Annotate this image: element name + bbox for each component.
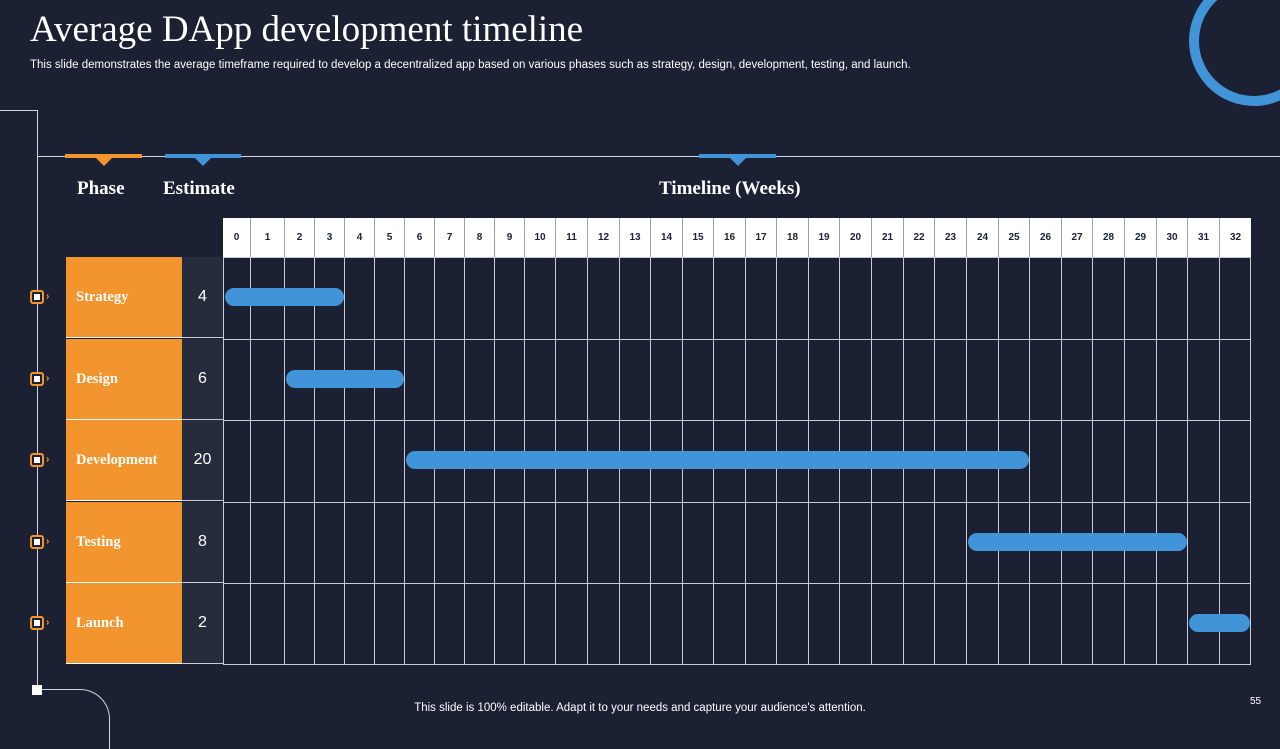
grid-row-line <box>224 502 1250 503</box>
grid-column-line <box>1124 258 1125 664</box>
week-label: 9 <box>494 218 524 257</box>
timeline-bar-launch <box>1189 614 1250 632</box>
estimate-tab-accent <box>165 154 241 166</box>
row-marker-icon <box>30 372 44 386</box>
chevron-right-icon: › <box>46 291 50 302</box>
row-marker-icon <box>30 453 44 467</box>
week-label: 10 <box>524 218 555 257</box>
grid-row-line <box>224 420 1250 421</box>
week-label: 21 <box>871 218 903 257</box>
week-label: 8 <box>464 218 494 257</box>
footer-note: This slide is 100% editable. Adapt it to… <box>414 702 866 714</box>
week-label: 16 <box>713 218 745 257</box>
week-label: 30 <box>1156 218 1187 257</box>
grid-column-line <box>284 258 285 664</box>
phase-label-testing: Testing <box>66 502 182 583</box>
week-label: 2 <box>284 218 314 257</box>
slide-title: Average DApp development timeline <box>30 9 584 50</box>
week-label: 22 <box>903 218 934 257</box>
chevron-right-icon: › <box>46 617 50 628</box>
estimate-value: 6 <box>182 339 223 420</box>
week-label: 11 <box>555 218 587 257</box>
estimate-value: 4 <box>182 257 223 338</box>
slide-subtitle: This slide demonstrates the average time… <box>30 59 911 71</box>
frame-curve <box>42 689 110 749</box>
grid-column-line <box>1219 258 1220 664</box>
week-label: 6 <box>404 218 434 257</box>
timeline-tab-accent <box>699 154 776 166</box>
grid-row-line <box>224 583 1250 584</box>
week-label: 7 <box>434 218 464 257</box>
week-label: 28 <box>1092 218 1124 257</box>
week-label: 13 <box>619 218 650 257</box>
phase-header: Phase <box>77 178 125 199</box>
week-label: 17 <box>745 218 776 257</box>
decorative-ring <box>1189 0 1280 106</box>
chevron-right-icon: › <box>46 454 50 465</box>
row-marker-icon <box>30 616 44 630</box>
grid-row-line <box>224 339 1250 340</box>
week-label: 15 <box>682 218 713 257</box>
week-label: 0 <box>233 232 240 243</box>
week-label: 12 <box>587 218 619 257</box>
week-label: 3 <box>314 218 344 257</box>
phase-label-launch: Launch <box>66 583 182 664</box>
grid-column-line <box>250 258 251 664</box>
phase-label-strategy: Strategy <box>66 257 182 338</box>
grid-column-line <box>314 258 315 664</box>
timeline-bar-design <box>286 370 404 388</box>
timeline-bar-development <box>406 451 1029 469</box>
week-label: 27 <box>1061 218 1092 257</box>
phase-label-development: Development <box>66 420 182 501</box>
week-label: 14 <box>650 218 682 257</box>
estimate-header: Estimate <box>163 178 235 199</box>
page-number: 55 <box>1250 696 1262 707</box>
grid-column-line <box>374 258 375 664</box>
grid-column-line <box>1061 258 1062 664</box>
timeline-header: Timeline (Weeks) <box>659 178 801 199</box>
phase-tab-notch <box>95 158 112 166</box>
grid-column-line <box>344 258 345 664</box>
week-label: 25 <box>998 218 1029 257</box>
frame-line-left <box>37 110 38 690</box>
week-label: 5 <box>374 218 404 257</box>
week-label: 20 <box>839 218 871 257</box>
week-label: 31 <box>1187 218 1219 257</box>
week-label: 26 <box>1029 218 1061 257</box>
row-marker-icon <box>30 290 44 304</box>
week-header-row: 0 1 2 3 4 5 6 7 8 9 10 11 12 13 14 15 16 17 18 19 20 21 22 23 24… <box>223 218 1251 257</box>
timeline-bar-testing <box>968 533 1187 551</box>
grid-column-line <box>404 258 405 664</box>
timeline-bar-strategy <box>225 288 344 306</box>
phase-label-design: Design <box>66 339 182 420</box>
week-label: 1 <box>250 218 284 257</box>
chevron-right-icon: › <box>46 373 50 384</box>
week-label: 18 <box>776 218 808 257</box>
estimate-value: 2 <box>182 583 223 664</box>
row-marker-icon <box>30 535 44 549</box>
frame-line-top <box>0 110 37 111</box>
week-label: 23 <box>934 218 966 257</box>
grid-column-line <box>1092 258 1093 664</box>
frame-square-dot <box>32 685 42 695</box>
week-label: 32 <box>1219 218 1251 257</box>
grid-column-line <box>1156 258 1157 664</box>
phase-tab-accent <box>65 154 142 166</box>
week-label: 24 <box>966 218 998 257</box>
grid-column-line <box>1029 258 1030 664</box>
estimate-value: 20 <box>182 420 223 501</box>
week-label: 19 <box>808 218 839 257</box>
week-label: 4 <box>344 218 374 257</box>
header-divider <box>37 156 1280 157</box>
chevron-right-icon: › <box>46 536 50 547</box>
week-label: 29 <box>1124 218 1156 257</box>
grid-column-line <box>1187 258 1188 664</box>
estimate-value: 8 <box>182 502 223 583</box>
timeline-tab-notch <box>729 158 746 166</box>
estimate-tab-notch <box>195 158 211 166</box>
